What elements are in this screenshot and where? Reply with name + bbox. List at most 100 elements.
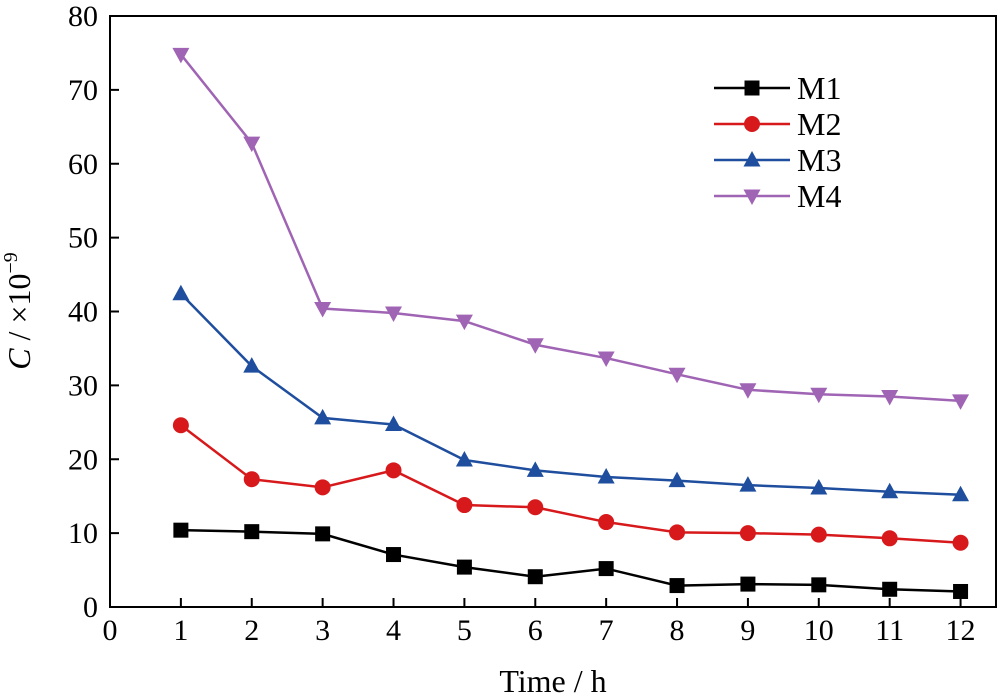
- y-axis-label-symbol: C: [1, 348, 37, 370]
- data-point-m1: [811, 577, 827, 593]
- y-tick-label: 60: [68, 148, 98, 181]
- data-point-m1: [173, 522, 189, 538]
- x-tick-label: 9: [740, 614, 755, 647]
- data-point-m2: [172, 417, 189, 434]
- data-point-m2: [598, 514, 615, 531]
- data-point-m2: [527, 499, 544, 516]
- legend-label: M1: [797, 70, 841, 106]
- data-point-m1: [669, 578, 685, 594]
- data-point-m4: [597, 351, 615, 368]
- data-point-m2: [314, 479, 331, 496]
- series-line-m1: [180, 528, 961, 593]
- x-tick-label: 3: [315, 614, 330, 647]
- data-point-m3: [314, 408, 332, 425]
- data-point-m1: [315, 526, 331, 542]
- y-axis-label-unit: / ×10: [1, 274, 37, 349]
- data-point-m4: [739, 383, 757, 399]
- data-point-m2: [385, 462, 402, 479]
- legend-label: M3: [797, 142, 841, 178]
- data-point-m3: [455, 450, 473, 467]
- data-point-m3: [243, 357, 261, 373]
- data-point-m2: [952, 534, 969, 551]
- y-tick-label: 70: [68, 74, 98, 107]
- data-point-m1: [244, 524, 260, 540]
- data-point-m3: [597, 467, 615, 484]
- x-tick-label: 10: [804, 614, 834, 647]
- data-point-m3: [172, 284, 190, 301]
- data-point-m3: [668, 471, 686, 488]
- y-tick-label: 40: [68, 296, 98, 329]
- x-tick-label: 6: [528, 614, 543, 647]
- data-point-m2: [243, 471, 260, 488]
- legend-marker-m2: [744, 116, 760, 132]
- x-tick-label: 5: [457, 614, 472, 647]
- legend-label: M4: [797, 178, 841, 214]
- series-line-m4: [179, 53, 961, 403]
- data-point-m1: [882, 581, 898, 597]
- data-point-m1: [953, 583, 969, 599]
- y-tick-label: 20: [68, 443, 98, 476]
- x-tick-label: 0: [103, 614, 118, 647]
- data-point-m3: [952, 485, 970, 502]
- series-group: [172, 47, 970, 599]
- x-tick-label: 2: [244, 614, 259, 647]
- data-point-m4: [455, 314, 473, 331]
- series-m4: [172, 47, 970, 410]
- y-tick-label: 10: [68, 517, 98, 550]
- data-point-m1: [386, 547, 402, 563]
- data-point-m2: [881, 530, 898, 547]
- data-point-m3: [739, 476, 757, 492]
- data-point-m4: [668, 367, 686, 384]
- x-tick-label: 1: [173, 614, 188, 647]
- legend-item-m4: M4: [714, 178, 841, 214]
- data-point-m2: [810, 526, 827, 543]
- data-point-m4: [385, 306, 403, 322]
- plot-frame: [109, 15, 997, 608]
- series-m2: [172, 417, 969, 551]
- data-point-m3: [810, 479, 828, 495]
- data-point-m4: [314, 302, 332, 318]
- series-m1: [173, 522, 969, 599]
- legend-marker-m4: [743, 189, 761, 205]
- y-axis-label-exponent: −9: [0, 252, 22, 273]
- x-tick-label: 7: [599, 614, 614, 647]
- data-point-m4: [881, 389, 899, 406]
- data-point-m3: [385, 415, 403, 432]
- x-tick-label: 12: [946, 614, 976, 647]
- series-line-m3: [179, 292, 961, 496]
- data-point-m2: [739, 525, 756, 542]
- series-line-m2: [180, 424, 961, 544]
- legend-marker-m1: [744, 80, 760, 96]
- legend-item-m1: M1: [714, 70, 841, 106]
- data-point-m4: [810, 387, 828, 404]
- data-point-m1: [527, 569, 543, 585]
- x-tick-label: 4: [386, 614, 401, 647]
- data-point-m2: [456, 497, 473, 514]
- legend-item-m3: M3: [714, 142, 841, 178]
- data-point-m1: [740, 576, 756, 592]
- legend-label: M2: [797, 106, 841, 142]
- series-m3: [172, 284, 970, 502]
- y-axis-label: C / ×10−9: [0, 252, 37, 370]
- legend-item-m2: M2: [714, 106, 841, 142]
- data-point-m4: [952, 394, 970, 410]
- data-point-m1: [456, 559, 472, 575]
- y-tick-label: 80: [68, 0, 98, 33]
- data-point-m4: [526, 338, 544, 354]
- data-point-m3: [881, 482, 899, 499]
- y-tick-label: 0: [83, 591, 98, 624]
- legend-marker-m3: [743, 151, 761, 167]
- y-tick-label: 50: [68, 222, 98, 255]
- y-tick-label: 30: [68, 369, 98, 402]
- x-tick-label: 8: [670, 614, 685, 647]
- data-point-m2: [669, 524, 686, 541]
- data-point-m1: [598, 561, 614, 577]
- data-point-m4: [243, 136, 261, 153]
- data-point-m3: [526, 461, 544, 477]
- x-tick-label: 11: [875, 614, 904, 647]
- svg-text:C / ×10−9: C / ×10−9: [0, 252, 37, 370]
- data-point-m4: [172, 47, 190, 64]
